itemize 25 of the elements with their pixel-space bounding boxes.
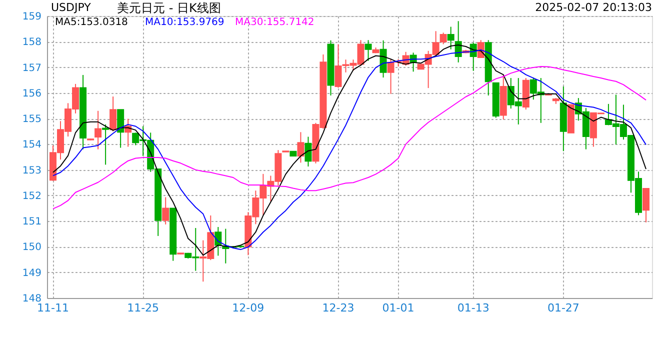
- y-tick-label: 156: [22, 88, 42, 100]
- y-tick-label: 159: [22, 12, 42, 22]
- chart-subtitle: USDJPY: [51, 1, 92, 14]
- text: MA5:153.0318: [55, 17, 128, 28]
- x-tick-label: 11-25: [127, 302, 160, 314]
- y-tick-label: 149: [22, 268, 42, 279]
- x-tick-label: 01-01: [382, 302, 414, 314]
- x-tick-label: 11-11: [37, 302, 69, 314]
- y-tick-label: 153: [22, 165, 42, 176]
- y-tick-label: 148: [22, 294, 42, 304]
- y-tick-label: 151: [22, 216, 42, 228]
- text: MA10:153.9769: [145, 17, 224, 28]
- y-tick-label: 158: [22, 37, 42, 48]
- y-tick-label: 154: [22, 140, 42, 151]
- y-tick-label: 152: [22, 190, 42, 202]
- x-tick-label: 12-09: [232, 302, 264, 314]
- text: MA30:155.7142: [235, 17, 314, 28]
- y-tick-label: 155: [22, 114, 42, 126]
- y-tick-label: 157: [22, 62, 42, 74]
- text: 2025-02-07 20:13:03: [535, 1, 652, 14]
- chart-title: 美元日元 - 日K线图: [117, 1, 221, 15]
- y-tick-label: 150: [22, 242, 42, 254]
- x-tick-label: 01-13: [457, 302, 490, 314]
- x-tick-label: 12-23: [322, 302, 354, 314]
- x-tick-label: 01-27: [547, 302, 580, 314]
